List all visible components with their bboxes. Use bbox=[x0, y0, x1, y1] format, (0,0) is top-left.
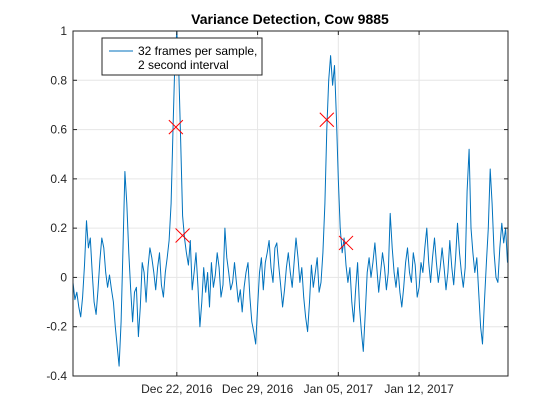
detection-markers bbox=[168, 112, 354, 251]
series-line bbox=[72, 30, 508, 367]
detection-marker bbox=[168, 119, 184, 135]
y-tick-label: 0 bbox=[60, 270, 67, 284]
detection-marker bbox=[175, 228, 190, 243]
y-tick-label: 0.8 bbox=[50, 73, 67, 87]
y-tick-label: -0.2 bbox=[46, 320, 67, 334]
axis-tick-labels: -0.4 -0.2 0 0.2 0.4 0.6 0.8 1 Dec 22, 2016 Dec 29… bbox=[46, 24, 454, 396]
y-tick-label: 0.6 bbox=[50, 123, 67, 137]
axes-box bbox=[72, 30, 509, 377]
legend: 32 frames per sample, 2 second interval bbox=[101, 37, 263, 76]
y-tick-label: 0.4 bbox=[50, 172, 67, 186]
x-tick-label: Jan 12, 2017 bbox=[384, 382, 454, 396]
y-tick-label: -0.4 bbox=[46, 369, 67, 383]
axis-ticks bbox=[73, 30, 508, 377]
y-tick-label: 1 bbox=[60, 24, 67, 38]
plot-area bbox=[73, 31, 508, 376]
detection-marker bbox=[319, 112, 335, 128]
marker-stroke bbox=[168, 119, 184, 135]
x-tick-label: Dec 29, 2016 bbox=[222, 382, 294, 396]
legend-entry-line-2: 2 second interval bbox=[138, 58, 229, 72]
detection-marker bbox=[338, 235, 354, 251]
legend-box bbox=[101, 37, 263, 76]
y-tick-label: 0.2 bbox=[50, 221, 67, 235]
series-line-group bbox=[72, 30, 508, 367]
chart-title: Variance Detection, Cow 9885 bbox=[191, 11, 389, 27]
x-tick-label: Dec 22, 2016 bbox=[141, 382, 213, 396]
marker-stroke bbox=[175, 228, 190, 243]
marker-stroke bbox=[319, 112, 335, 128]
marker-stroke bbox=[338, 235, 354, 251]
x-tick-label: Jan 05, 2017 bbox=[304, 382, 374, 396]
legend-entry-line-1: 32 frames per sample, bbox=[138, 44, 257, 58]
